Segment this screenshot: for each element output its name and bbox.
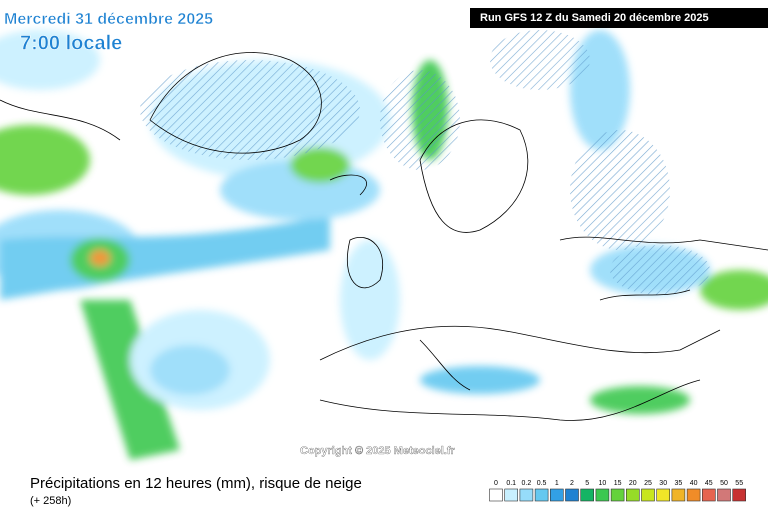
legend-swatch — [671, 488, 686, 502]
legend-swatch — [686, 488, 701, 502]
legend-label: 10 — [599, 480, 607, 487]
legend-label: 1 — [555, 480, 559, 487]
legend-swatch — [534, 488, 549, 502]
legend: 0 0.1 0.2 0.5 1 2 5 10 15 20 25 30 35 40 45 50 55 — [489, 480, 747, 502]
run-info: Run GFS 12 Z du Samedi 20 décembre 2025 — [480, 12, 709, 24]
legend-swatch — [489, 488, 503, 502]
legend-label: 0.5 — [537, 480, 547, 487]
legend-swatch — [519, 488, 534, 502]
legend-swatch — [565, 488, 579, 502]
legend-label: 5 — [585, 480, 589, 487]
map: Mercredi 31 décembre 2025 7:00 locale Ru… — [0, 8, 768, 460]
footer: Précipitations en 12 heures (mm), risque… — [0, 470, 768, 512]
legend-label: 30 — [659, 480, 667, 487]
legend-swatch — [504, 488, 519, 502]
legend-swatch — [732, 488, 747, 502]
legend-label: 25 — [644, 480, 652, 487]
legend-swatch — [610, 488, 625, 502]
legend-swatch — [717, 488, 731, 502]
legend-swatch — [701, 488, 716, 502]
legend-label: 0.1 — [506, 480, 516, 487]
footer-subtitle: (+ 258h) — [30, 495, 71, 507]
footer-title: Précipitations en 12 heures (mm), risque… — [30, 475, 362, 492]
legend-label: 50 — [720, 480, 728, 487]
legend-label: 15 — [614, 480, 622, 487]
legend-swatch — [625, 488, 640, 502]
legend-label: 35 — [675, 480, 683, 487]
copyright: Copyright © 2025 Meteociel.fr — [300, 445, 456, 457]
legend-swatch — [549, 488, 564, 502]
legend-swatch — [595, 488, 610, 502]
legend-swatch — [656, 488, 671, 502]
date: Mercredi 31 décembre 2025 — [4, 11, 213, 28]
legend-swatch — [580, 488, 595, 502]
legend-swatch — [641, 488, 655, 502]
legend-label: 2 — [570, 480, 574, 487]
legend-label: 20 — [629, 480, 637, 487]
legend-label: 55 — [735, 480, 743, 487]
run-box — [470, 8, 768, 28]
legend-label: 40 — [690, 480, 698, 487]
legend-label: 0.2 — [522, 480, 532, 487]
time: 7:00 locale — [20, 32, 122, 54]
legend-label: 45 — [705, 480, 713, 487]
legend-label: 0 — [494, 480, 498, 487]
